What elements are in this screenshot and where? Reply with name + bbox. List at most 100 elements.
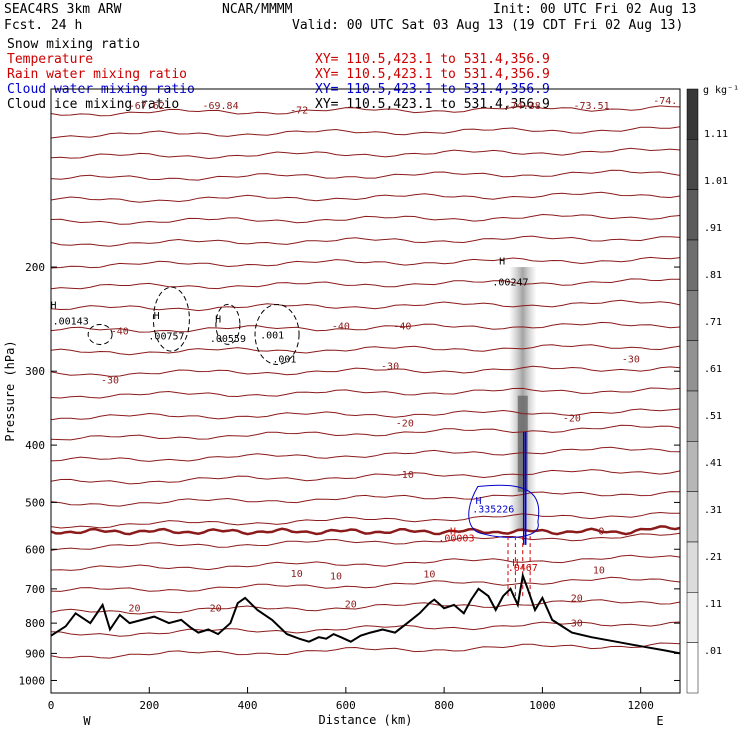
x-tick-label: 1000	[529, 699, 556, 712]
isotherm-line	[50, 191, 681, 203]
plot-area: -67.62 -69.84 -72 -74.38 -73.51 -74. -40 -30 -40…	[3, 88, 681, 728]
legend-label: Snow mixing ratio	[7, 37, 140, 52]
isotherm-line	[50, 365, 681, 377]
colorbar: 1.11 1.01 .91 .81 .71 .61 .51 .41 .31 .21 .11 .01 g …	[686, 85, 739, 694]
isotherm-line	[50, 532, 681, 551]
y-tick-label: 900	[25, 647, 45, 660]
x-tick-label: 800	[434, 699, 454, 712]
y-axis-label: Pressure (hPa)	[3, 340, 17, 441]
colorbar-swatch	[686, 88, 699, 140]
temperature-label: -74.38	[505, 101, 541, 112]
legend-xy: XY= 110.5,423.1 to 531.4,356.9	[315, 67, 550, 82]
isotherm-line	[50, 299, 681, 312]
y-tick-label: 700	[25, 583, 45, 596]
isotherm-line	[50, 213, 681, 225]
temperature-label: -72	[290, 105, 308, 116]
temperature-label: 20	[129, 604, 141, 615]
contour-annotation: H	[450, 527, 456, 538]
contour-annotation: .00559	[210, 334, 246, 345]
y-tick-label: 400	[25, 439, 45, 452]
temperature-label: 10	[330, 572, 342, 583]
snow-contour	[215, 303, 241, 345]
colorbar-tick-label: 1.01	[704, 176, 728, 187]
temperature-label: 20	[571, 593, 583, 604]
legend-xy: XY= 110.5,423.1 to 531.4,356.9	[315, 52, 550, 67]
colorbar-swatch	[686, 642, 699, 694]
colorbar-tick-label: .61	[704, 364, 722, 375]
colorbar-tick-label: .91	[704, 223, 722, 234]
colorbar-tick-label: .71	[704, 317, 722, 328]
x-tick-label: 600	[336, 699, 356, 712]
isotherm-line	[50, 511, 681, 529]
isotherm-line	[50, 126, 681, 139]
x-tick-label: 400	[238, 699, 258, 712]
colorbar-tick-label: .41	[704, 458, 722, 469]
isotherm-line	[50, 642, 681, 659]
contour-annotation: .00757	[148, 331, 184, 342]
legend-label: Cloud ice mixing ratio	[7, 97, 179, 112]
isotherm-line	[50, 408, 681, 421]
colorbar-tick-label: .51	[704, 411, 722, 422]
x-tick-label: 200	[139, 699, 159, 712]
temperature-label: -30	[101, 376, 119, 387]
colorbar-swatch	[686, 541, 699, 593]
snow-contour	[254, 303, 300, 365]
temperature-label: -69.84	[202, 101, 238, 112]
temperature-label: -74.	[653, 96, 677, 107]
temperature-label: 10	[291, 569, 303, 580]
contour-annotation: .00003	[438, 533, 474, 544]
colorbar-swatch	[686, 139, 699, 190]
header-init: Init: 00 UTC Fri 02 Aug 13	[493, 2, 697, 17]
isotherm-line	[50, 599, 681, 615]
contour-annotation: .001	[272, 354, 296, 365]
temperature-label: -20	[563, 414, 581, 425]
isotherm-line	[50, 554, 681, 571]
isotherm-line	[50, 424, 681, 441]
contour-annotation: .00143	[53, 316, 89, 327]
plot-frame	[50, 88, 681, 694]
temperature-label: 10	[593, 566, 605, 577]
isotherm-line	[50, 105, 681, 117]
colorbar-tick-label: .81	[704, 270, 722, 281]
isotherm-line	[50, 147, 681, 160]
contour-annotation: .00247	[492, 278, 528, 289]
y-tick-label: 600	[25, 543, 45, 556]
x-tick-label: 1200	[627, 699, 654, 712]
contour-annotation: H	[512, 558, 518, 569]
colorbar-tick-label: .21	[704, 552, 722, 563]
contour-annotation: H	[50, 300, 56, 311]
colorbar-tick-label: .11	[704, 599, 722, 610]
contour-annotation: H	[476, 496, 482, 507]
temperature-label: -67.62	[129, 101, 165, 112]
temperature-label: -20	[396, 418, 414, 429]
isotherm-line	[50, 621, 681, 637]
east-label: E	[656, 714, 663, 728]
isotherm-line	[50, 256, 681, 269]
contour-annotation: .0467	[508, 563, 538, 574]
temperature-label: -40	[332, 321, 350, 332]
colorbar-swatch	[686, 239, 699, 291]
x-tick-label: 0	[48, 699, 55, 712]
y-tick-label: 300	[25, 365, 45, 378]
temperature-label: -30	[381, 361, 399, 372]
temperature-label: -30	[622, 354, 640, 365]
temperature-label: -73.51	[573, 101, 609, 112]
y-tick-label: 1000	[19, 674, 46, 687]
colorbar-tick-label: .01	[704, 646, 722, 657]
terrain-line	[50, 571, 681, 655]
temperature-label: 20	[210, 604, 222, 615]
colorbar-swatch	[686, 592, 699, 643]
isotherm-line	[50, 278, 680, 290]
y-tick-label: 800	[25, 617, 45, 630]
freezing-line	[50, 525, 681, 536]
temperature-label: -40	[393, 321, 411, 332]
isotherm-line	[50, 344, 681, 356]
contour-annotation: H	[499, 256, 505, 267]
legend-label: Temperature	[7, 52, 93, 67]
y-tick-label: 200	[25, 261, 45, 274]
y-tick-label: 500	[25, 496, 45, 509]
temperature-label: 30	[571, 618, 583, 629]
header-valid: Valid: 00 UTC Sat 03 Aug 13 (19 CDT Fri …	[292, 18, 683, 33]
cloud-ice-core	[517, 395, 528, 492]
contour-annotation: .001	[260, 330, 284, 341]
